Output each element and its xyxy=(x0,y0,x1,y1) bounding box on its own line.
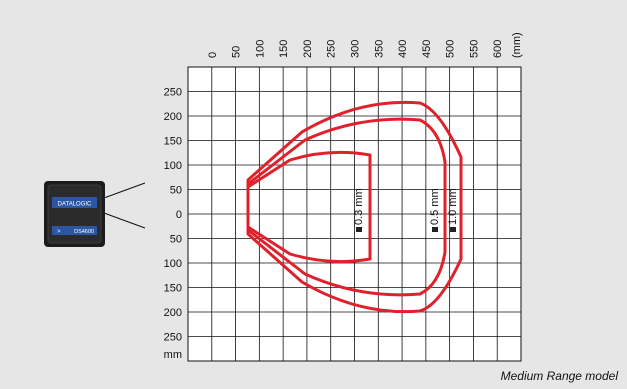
zone-labels: 0.3 mm 0.5 mm 1.0 mm xyxy=(353,188,459,232)
zone-outline-0-5mm xyxy=(246,117,447,297)
zone-outline-0-3mm xyxy=(246,150,372,264)
y-tick-label: 100 xyxy=(164,258,182,270)
barcode-reader-icon: DATALOGIC > DS4600 xyxy=(44,181,105,247)
x-tick-label: 300 xyxy=(350,40,362,58)
y-tick-label: 100 xyxy=(164,160,182,172)
grid-lines xyxy=(188,67,521,361)
x-tick-label: 500 xyxy=(445,40,457,58)
x-tick-label: 600 xyxy=(492,40,504,58)
y-tick-label: 250 xyxy=(164,87,182,99)
zone-label-0-3mm: 0.3 mm xyxy=(353,188,365,232)
bar-code-icon xyxy=(356,227,362,232)
zone-outline-1-0mm xyxy=(246,100,463,314)
field-of-view-line-bottom xyxy=(103,212,146,229)
y-tick-label: 200 xyxy=(164,111,182,123)
y-tick-label: 150 xyxy=(164,136,182,148)
y-tick-label: 0 xyxy=(176,209,182,221)
reading-zones xyxy=(246,100,463,314)
svg-text:0.3 mm: 0.3 mm xyxy=(353,188,365,225)
zone-label-0-5mm: 0.5 mm xyxy=(429,188,441,232)
diagram-caption: Medium Range model xyxy=(501,369,619,383)
x-tick-label: 350 xyxy=(373,40,385,58)
svg-text:0.5 mm: 0.5 mm xyxy=(429,188,441,225)
y-tick-label: 150 xyxy=(164,283,182,295)
svg-text:1.0 mm: 1.0 mm xyxy=(447,188,459,225)
x-tick-label: 550 xyxy=(468,40,480,58)
bar-code-icon xyxy=(450,227,456,232)
y-axis-unit: mm xyxy=(164,349,182,361)
x-tick-label: 150 xyxy=(278,40,290,58)
y-axis-ticks: 250 200 150 100 50 0 50 100 150 200 250 xyxy=(164,87,182,344)
x-axis-ticks: 0 50 100 150 200 250 300 350 400 450 500 550 600 xyxy=(207,40,504,58)
reader-model-label: DS4600 xyxy=(74,229,94,235)
y-tick-label: 200 xyxy=(164,307,182,319)
y-tick-label: 50 xyxy=(170,234,182,246)
bar-code-icon xyxy=(432,227,438,232)
field-of-view-line-top xyxy=(103,182,146,199)
x-tick-label: 100 xyxy=(254,40,266,58)
x-tick-label: 250 xyxy=(326,40,338,58)
reader-brand-plate xyxy=(52,197,97,208)
y-tick-label: 250 xyxy=(164,332,182,344)
y-tick-label: 50 xyxy=(170,185,182,197)
reader-model-plate xyxy=(52,226,97,235)
x-tick-label: 450 xyxy=(421,40,433,58)
x-tick-label: 400 xyxy=(397,40,409,58)
reader-brand-label: DATALOGIC xyxy=(58,202,92,208)
zone-label-1-0mm: 1.0 mm xyxy=(447,188,459,232)
x-tick-label: 200 xyxy=(302,40,314,58)
x-tick-label: 50 xyxy=(231,46,243,58)
x-tick-label: 0 xyxy=(207,52,219,58)
x-axis-unit: (mm) xyxy=(511,32,523,58)
reader-arrow: > xyxy=(57,229,61,235)
